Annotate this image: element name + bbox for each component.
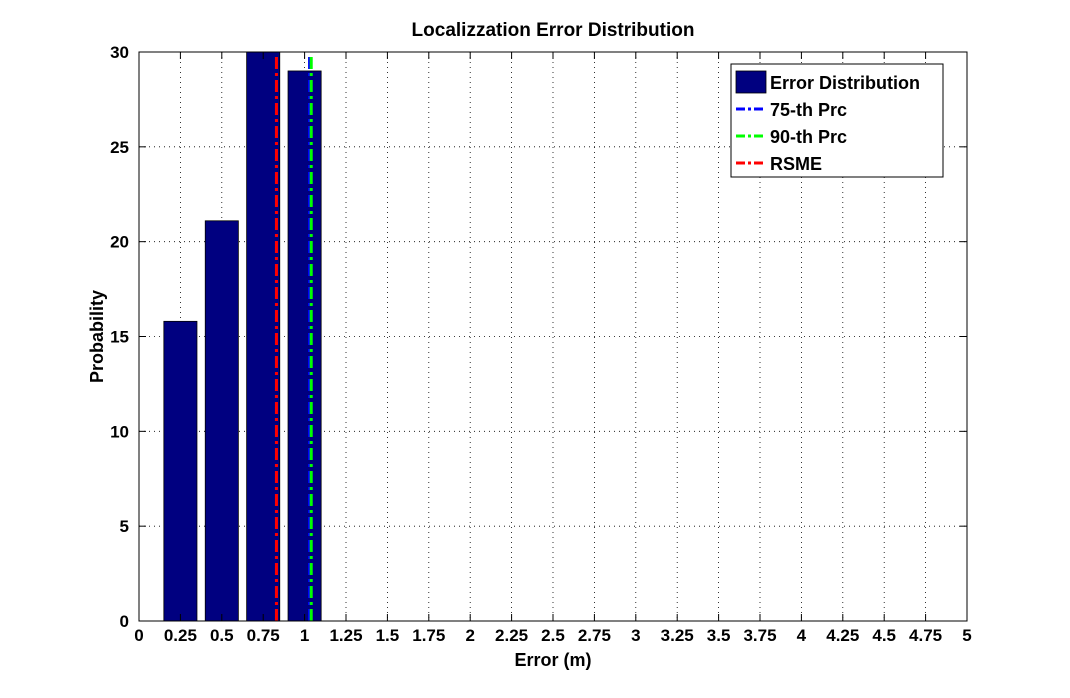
x-tick-label: 0.5	[210, 626, 234, 645]
x-tick-label: 3.25	[661, 626, 694, 645]
y-tick-label: 30	[110, 43, 129, 62]
x-tick-label: 2.5	[541, 626, 565, 645]
y-tick-label: 20	[110, 233, 129, 252]
bar	[246, 51, 281, 622]
bar	[287, 70, 322, 622]
legend-label: Error Distribution	[770, 73, 920, 93]
x-tick-label: 0.75	[247, 626, 280, 645]
x-tick-label: 1.25	[329, 626, 362, 645]
x-tick-label: 1	[300, 626, 309, 645]
x-tick-label: 2	[465, 626, 474, 645]
bar	[163, 320, 198, 622]
x-tick-label: 0	[134, 626, 143, 645]
x-tick-label: 3	[631, 626, 640, 645]
y-axis-label: Probability	[87, 290, 107, 383]
legend-label: RSME	[770, 154, 822, 174]
x-tick-label: 3.75	[743, 626, 776, 645]
y-tick-label: 15	[110, 328, 129, 347]
x-tick-label: 2.25	[495, 626, 528, 645]
y-tick-label: 5	[120, 517, 129, 536]
x-tick-label: 4	[797, 626, 807, 645]
x-tick-label: 4.5	[872, 626, 896, 645]
x-tick-label: 5	[962, 626, 971, 645]
x-tick-label: 3.5	[707, 626, 731, 645]
x-tick-label: 4.25	[826, 626, 859, 645]
x-tick-label: 1.75	[412, 626, 445, 645]
y-tick-label: 25	[110, 138, 129, 157]
bar	[204, 220, 239, 622]
x-tick-label: 4.75	[909, 626, 942, 645]
x-tick-label: 2.75	[578, 626, 611, 645]
legend-label: 75-th Prc	[770, 100, 847, 120]
x-tick-label: 0.25	[164, 626, 197, 645]
y-tick-label: 10	[110, 422, 129, 441]
legend-swatch	[735, 70, 767, 94]
chart-title: Localizzation Error Distribution	[412, 20, 695, 41]
legend: Error Distribution 75-th Prc 90-th Prc RSME	[730, 63, 944, 178]
legend-label: 90-th Prc	[770, 127, 847, 147]
axis-ticks: 0 0.25 0.5 0.75 1 1.25 1.5 1.75 2 2.25 2.5 2.75 3 3.2…	[110, 43, 972, 645]
bars	[163, 51, 322, 622]
y-tick-label: 0	[120, 612, 129, 631]
x-tick-label: 1.5	[376, 626, 400, 645]
x-axis-label: Error (m)	[514, 650, 591, 670]
reference-lines	[274, 56, 313, 621]
